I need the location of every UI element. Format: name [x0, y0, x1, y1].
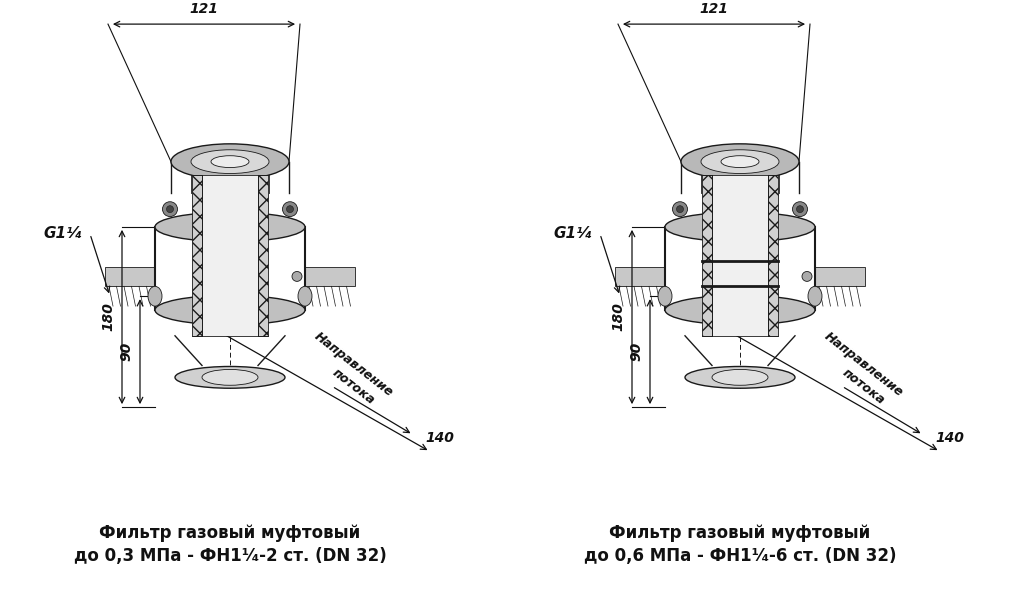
- Circle shape: [673, 202, 687, 217]
- Bar: [712, 174, 768, 336]
- Ellipse shape: [665, 295, 815, 325]
- Text: 140: 140: [935, 431, 964, 444]
- Text: 121: 121: [189, 2, 218, 16]
- Text: 90: 90: [119, 342, 133, 361]
- Ellipse shape: [155, 212, 305, 242]
- Ellipse shape: [191, 150, 269, 174]
- Ellipse shape: [155, 295, 305, 325]
- Circle shape: [163, 202, 177, 217]
- Ellipse shape: [712, 370, 768, 385]
- Polygon shape: [702, 174, 712, 336]
- Ellipse shape: [701, 150, 779, 174]
- Text: 121: 121: [699, 2, 728, 16]
- Bar: [105, 267, 155, 286]
- Text: Направление: Направление: [822, 329, 906, 400]
- Circle shape: [167, 205, 173, 213]
- Circle shape: [802, 271, 812, 282]
- Text: 180: 180: [101, 302, 115, 331]
- Circle shape: [797, 205, 804, 213]
- Ellipse shape: [808, 286, 822, 306]
- Ellipse shape: [685, 367, 795, 388]
- Text: Фильтр газовый муфтовый: Фильтр газовый муфтовый: [99, 524, 360, 541]
- Ellipse shape: [148, 286, 162, 306]
- Polygon shape: [193, 174, 202, 336]
- Text: 180: 180: [611, 302, 625, 331]
- Bar: [615, 267, 665, 286]
- Ellipse shape: [211, 156, 249, 168]
- Text: до 0,3 МПа - ФН1¹⁄₄-2 ст. (DN 32): до 0,3 МПа - ФН1¹⁄₄-2 ст. (DN 32): [74, 547, 386, 565]
- Text: 140: 140: [425, 431, 454, 444]
- Bar: [815, 267, 865, 286]
- Text: 90: 90: [629, 342, 643, 361]
- Circle shape: [793, 202, 808, 217]
- Ellipse shape: [298, 286, 312, 306]
- Text: Фильтр газовый муфтовый: Фильтр газовый муфтовый: [609, 524, 870, 541]
- Bar: [202, 174, 258, 336]
- Circle shape: [292, 271, 302, 282]
- Ellipse shape: [171, 144, 289, 180]
- Text: G1¹⁄₄: G1¹⁄₄: [553, 226, 592, 241]
- Circle shape: [677, 205, 683, 213]
- Ellipse shape: [665, 212, 815, 242]
- Text: до 0,6 МПа - ФН1¹⁄₄-6 ст. (DN 32): до 0,6 МПа - ФН1¹⁄₄-6 ст. (DN 32): [584, 547, 896, 565]
- Circle shape: [283, 202, 298, 217]
- Bar: [305, 267, 355, 286]
- Text: потока: потока: [330, 366, 378, 407]
- Ellipse shape: [202, 370, 258, 385]
- Text: Направление: Направление: [312, 329, 396, 400]
- Polygon shape: [258, 174, 268, 336]
- Circle shape: [287, 205, 294, 213]
- Ellipse shape: [721, 156, 759, 168]
- Text: G1¹⁄₄: G1¹⁄₄: [43, 226, 82, 241]
- Ellipse shape: [658, 286, 672, 306]
- Text: потока: потока: [840, 366, 888, 407]
- Ellipse shape: [175, 367, 285, 388]
- Polygon shape: [768, 174, 778, 336]
- Ellipse shape: [681, 144, 799, 180]
